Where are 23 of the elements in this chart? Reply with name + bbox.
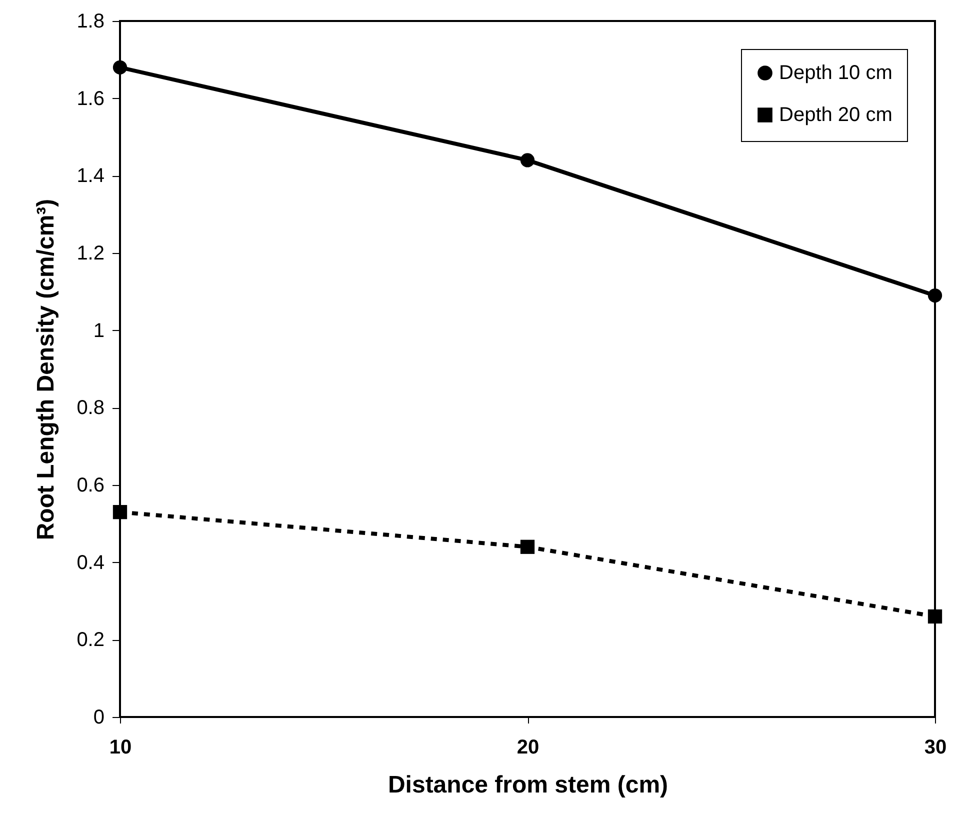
y-tick-label: 0.8 [76,397,104,420]
point [520,540,535,554]
point [112,60,128,74]
y-tick-label: 0.6 [76,474,104,496]
legend-label: Depth 20 cm [779,104,892,126]
y-tick-label: 0.2 [76,629,104,652]
y-tick-label: 0 [93,706,104,728]
y-tick-label: 1.8 [76,10,104,32]
x-tick-label: 30 [924,736,947,758]
y-tick-label: 1.2 [76,242,104,264]
y-axis-title: Root Length Density (cm/cm³) [32,198,60,540]
y-tick-label: 1 [93,320,104,342]
x-axis-title: Distance from stem (cm) [388,772,668,798]
point [112,504,128,520]
y-tick-label: 1.4 [76,165,104,188]
y-tick-label: 1.6 [76,88,104,110]
y-tick-label: 0.4 [76,552,104,574]
legend-label: Depth 10 cm [779,62,892,84]
x-tick-label: 20 [516,736,540,758]
x-tick-label: 10 [109,736,132,758]
point [928,609,942,624]
point [520,153,535,168]
point [928,288,942,303]
